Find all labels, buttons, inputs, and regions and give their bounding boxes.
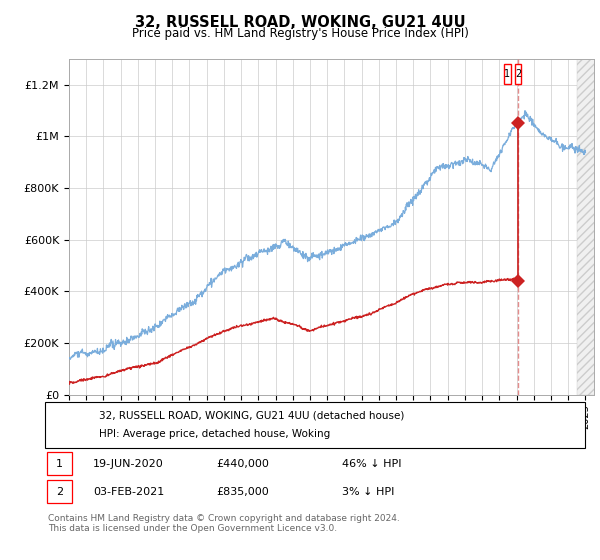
Text: £440,000: £440,000 <box>216 459 269 469</box>
Text: 46% ↓ HPI: 46% ↓ HPI <box>342 459 401 469</box>
Text: 1: 1 <box>505 69 511 79</box>
FancyBboxPatch shape <box>515 64 521 84</box>
Text: HPI: Average price, detached house, Woking: HPI: Average price, detached house, Woki… <box>99 429 330 438</box>
Text: Contains HM Land Registry data © Crown copyright and database right 2024.
This d: Contains HM Land Registry data © Crown c… <box>48 514 400 533</box>
Text: 2: 2 <box>515 69 521 79</box>
Text: 03-FEB-2021: 03-FEB-2021 <box>93 487 164 497</box>
Text: Price paid vs. HM Land Registry's House Price Index (HPI): Price paid vs. HM Land Registry's House … <box>131 27 469 40</box>
Text: 3% ↓ HPI: 3% ↓ HPI <box>342 487 394 497</box>
Text: 32, RUSSELL ROAD, WOKING, GU21 4UU (detached house): 32, RUSSELL ROAD, WOKING, GU21 4UU (deta… <box>99 411 404 421</box>
Text: 2: 2 <box>56 487 63 497</box>
Text: 1: 1 <box>56 459 63 469</box>
FancyBboxPatch shape <box>504 64 511 84</box>
Text: 32, RUSSELL ROAD, WOKING, GU21 4UU: 32, RUSSELL ROAD, WOKING, GU21 4UU <box>134 15 466 30</box>
Text: £835,000: £835,000 <box>216 487 269 497</box>
Bar <box>577 59 600 395</box>
Text: 19-JUN-2020: 19-JUN-2020 <box>93 459 164 469</box>
